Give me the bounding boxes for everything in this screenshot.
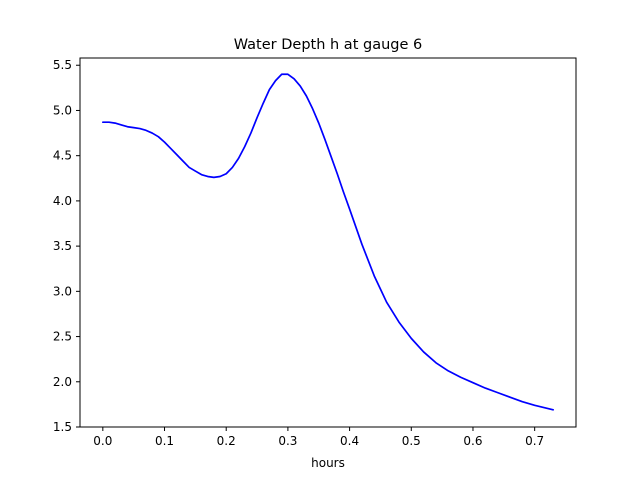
y-tick-label: 2.0 xyxy=(53,375,72,389)
x-tick-label: 0.6 xyxy=(463,434,482,448)
x-tick-label: 0.0 xyxy=(93,434,112,448)
y-tick-label: 5.5 xyxy=(53,58,72,72)
plot-area xyxy=(79,57,577,428)
y-tick-label: 3.0 xyxy=(53,284,72,298)
x-tick-label: 0.5 xyxy=(402,434,421,448)
series-line xyxy=(101,73,555,411)
y-tick-label: 4.5 xyxy=(53,149,72,163)
chart-title: Water Depth h at gauge 6 xyxy=(234,37,422,53)
y-tick-label: 3.5 xyxy=(53,239,72,253)
x-tick-label: 0.1 xyxy=(155,434,174,448)
x-tick-label: 0.4 xyxy=(340,434,359,448)
y-tick-label: 5.0 xyxy=(53,103,72,117)
y-tick-label: 1.5 xyxy=(53,420,72,434)
x-tick-label: 0.3 xyxy=(278,434,297,448)
y-tick-label: 4.0 xyxy=(53,194,72,208)
axes-frame xyxy=(79,57,577,428)
x-axis-label: hours xyxy=(311,456,345,470)
x-tick-label: 0.2 xyxy=(217,434,236,448)
y-axis: 1.5 2.0 2.5 3.0 3.5 4.0 4.5 5.0 5.5 xyxy=(53,58,80,434)
x-tick-label: 0.7 xyxy=(525,434,544,448)
x-axis: 0.0 0.1 0.2 0.3 0.4 0.5 0.6 0.7 xyxy=(93,427,544,448)
y-tick-label: 2.5 xyxy=(53,330,72,344)
